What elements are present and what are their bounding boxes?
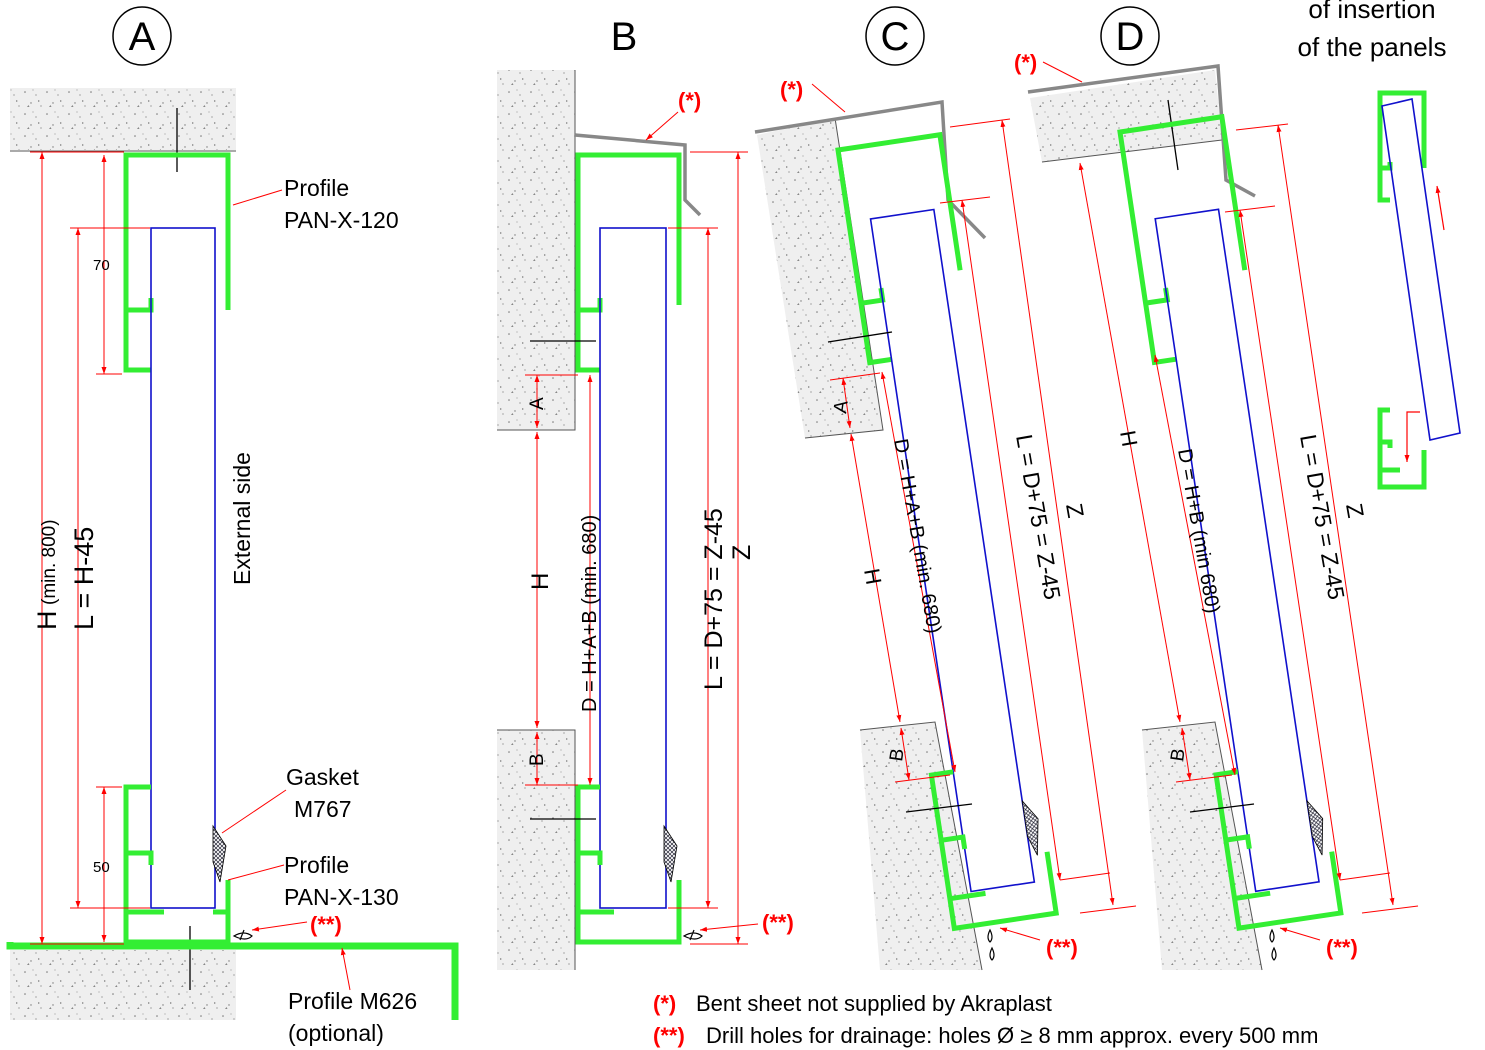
- dim-a-label-b: A: [527, 397, 548, 410]
- sill-concrete: [10, 950, 236, 1020]
- dim-h-min-label: (min. 800): [39, 519, 60, 605]
- drain-icon-d: [1270, 930, 1276, 960]
- profile-top-label-2: PAN-X-120: [284, 207, 399, 233]
- note-1-mark: (*): [653, 991, 676, 1016]
- lintel-concrete: [10, 88, 236, 150]
- panel-b: [600, 228, 666, 908]
- dim-l-label: L = H-45: [69, 527, 99, 630]
- profile-bottom-label-1: Profile: [284, 852, 349, 878]
- section-b-letter: B: [611, 15, 638, 59]
- dim-b-label-b: B: [527, 753, 548, 766]
- dim-h-label-d: H: [1115, 429, 1142, 449]
- section-c-letter: C: [881, 15, 910, 59]
- profile-bottom-lip-b: [578, 853, 600, 865]
- profile-bottom-lip: [126, 853, 151, 865]
- drain-mark-c: (**): [1046, 935, 1078, 960]
- insertion-profile-top: [1380, 93, 1424, 200]
- wall-top-c: [757, 118, 883, 438]
- insertion-sketch: of insertion of the panels: [1298, 0, 1460, 487]
- section-a-letter: A: [129, 15, 156, 59]
- insertion-panel: [1382, 99, 1460, 440]
- note-2-text: Drill holes for drainage: holes Ø ≥ 8 mm…: [706, 1023, 1318, 1048]
- dim-z-label-b: Z: [728, 545, 756, 560]
- profile-pan-x-130: [126, 787, 228, 942]
- drain-icon-a: [234, 930, 252, 940]
- insertion-label-1: of insertion: [1308, 0, 1435, 24]
- drain-mark-a: (**): [310, 912, 342, 937]
- insertion-label-2: of the panels: [1298, 32, 1447, 62]
- dim-z-label-c: Z: [1061, 501, 1089, 519]
- gasket-label-1: Gasket: [286, 764, 359, 790]
- dim-l-label-b: L = D+75 = Z-45: [700, 508, 728, 690]
- section-d: D: [1014, 7, 1418, 970]
- dim-d-label-b: D = H+A+B (min. 680): [579, 515, 601, 712]
- dim-z-label-d: Z: [1341, 501, 1369, 519]
- section-a: A: [10, 7, 455, 1046]
- dim-50-label: 50: [93, 859, 110, 876]
- profile-m626-label-1: Profile M626: [288, 988, 417, 1014]
- sheet-mark-b: (*): [678, 88, 701, 113]
- dim-h-label: H: [32, 611, 62, 631]
- dim-d-label-d: D = H+B (min 680): [1173, 447, 1224, 615]
- note-1-text: Bent sheet not supplied by Akraplast: [696, 991, 1052, 1016]
- external-side-label: External side: [229, 452, 255, 585]
- section-d-letter: D: [1116, 15, 1145, 59]
- profile-top-b: [578, 155, 679, 370]
- notes: (*) Bent sheet not supplied by Akraplast…: [653, 991, 1318, 1048]
- sheet-mark-d: (*): [1014, 50, 1037, 75]
- note-2-mark: (**): [653, 1023, 685, 1048]
- dim-70-label: 70: [93, 257, 110, 274]
- panel: [151, 228, 215, 908]
- gasket-label-2: M767: [294, 796, 352, 822]
- dim-l-label-d: L = D+75 = Z-45: [1295, 432, 1350, 601]
- dim-h-label-c: H: [859, 567, 886, 587]
- insertion-arrow-up: [1437, 186, 1444, 230]
- drain-mark-b: (**): [762, 910, 794, 935]
- drain-icon-c: [988, 930, 994, 960]
- drain-icon-b: [684, 930, 702, 940]
- profile-bottom-b: [578, 787, 679, 942]
- insertion-profile-bottom: [1380, 410, 1424, 487]
- profile-top-label-1: Profile: [284, 175, 349, 201]
- sheet-mark-c: (*): [780, 77, 803, 102]
- wall-top-b: [497, 70, 575, 430]
- dim-l-label-c: L = D+75 = Z-45: [1011, 432, 1066, 601]
- dim-h-label-b: H: [527, 573, 554, 590]
- dim-d-label-c: D = H+A+B (min. 680): [889, 437, 945, 635]
- profile-top-lip: [126, 298, 151, 310]
- lintel-d: [1030, 70, 1222, 162]
- insertion-arrow-down: [1407, 412, 1420, 462]
- profile-m626-label-2: (optional): [288, 1020, 384, 1046]
- drain-mark-d: (**): [1326, 935, 1358, 960]
- profile-bottom-label-2: PAN-X-130: [284, 884, 399, 910]
- section-b: B A: [497, 15, 794, 970]
- profile-top-lip-b: [578, 298, 600, 310]
- wall-bottom-d: [1142, 722, 1262, 970]
- profile-pan-x-120: [126, 155, 228, 370]
